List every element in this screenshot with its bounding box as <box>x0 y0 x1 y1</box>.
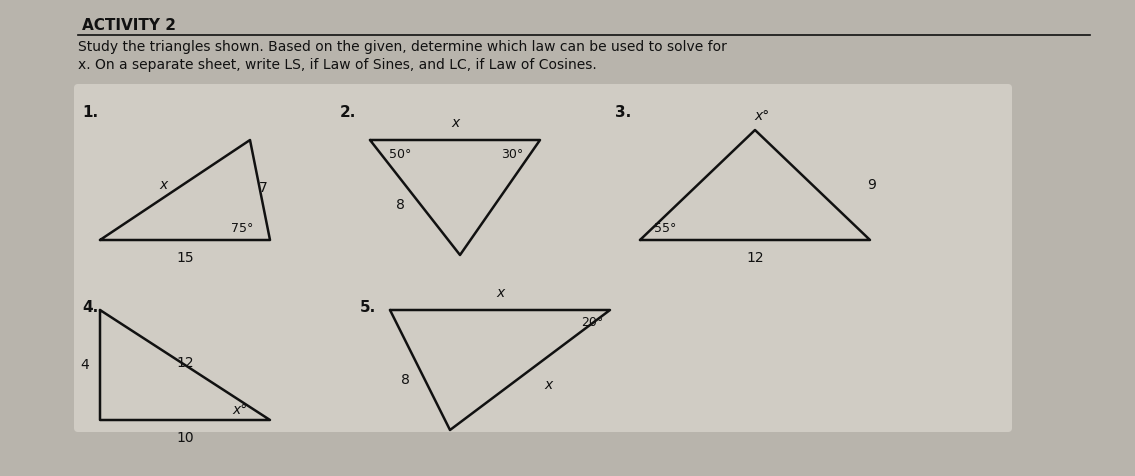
Text: 12: 12 <box>176 356 194 370</box>
Text: 20°: 20° <box>581 317 603 329</box>
Text: 3.: 3. <box>615 105 631 120</box>
FancyBboxPatch shape <box>74 84 1012 432</box>
Text: 75°: 75° <box>230 221 253 235</box>
Text: 8: 8 <box>401 373 410 387</box>
Text: x: x <box>496 286 504 300</box>
Text: 7: 7 <box>259 181 268 195</box>
Text: 4: 4 <box>81 358 90 372</box>
Text: 4.: 4. <box>82 300 99 315</box>
Text: x: x <box>451 116 460 130</box>
Text: 55°: 55° <box>654 221 676 235</box>
Text: x. On a separate sheet, write LS, if Law of Sines, and LC, if Law of Cosines.: x. On a separate sheet, write LS, if Law… <box>78 58 597 72</box>
Text: 5.: 5. <box>360 300 376 315</box>
Text: x: x <box>544 378 552 392</box>
Text: x°: x° <box>233 403 247 417</box>
Text: 9: 9 <box>867 178 876 192</box>
Text: 15: 15 <box>176 251 194 265</box>
Text: 2.: 2. <box>340 105 356 120</box>
Text: 30°: 30° <box>501 149 523 161</box>
Text: x°: x° <box>755 109 770 123</box>
Text: Study the triangles shown. Based on the given, determine which law can be used t: Study the triangles shown. Based on the … <box>78 40 726 54</box>
Text: 10: 10 <box>176 431 194 445</box>
Text: 50°: 50° <box>389 149 411 161</box>
Text: ACTIVITY 2: ACTIVITY 2 <box>82 18 176 33</box>
Text: x: x <box>159 178 167 192</box>
Text: 8: 8 <box>396 198 404 212</box>
Text: 1.: 1. <box>82 105 98 120</box>
Text: 12: 12 <box>746 251 764 265</box>
